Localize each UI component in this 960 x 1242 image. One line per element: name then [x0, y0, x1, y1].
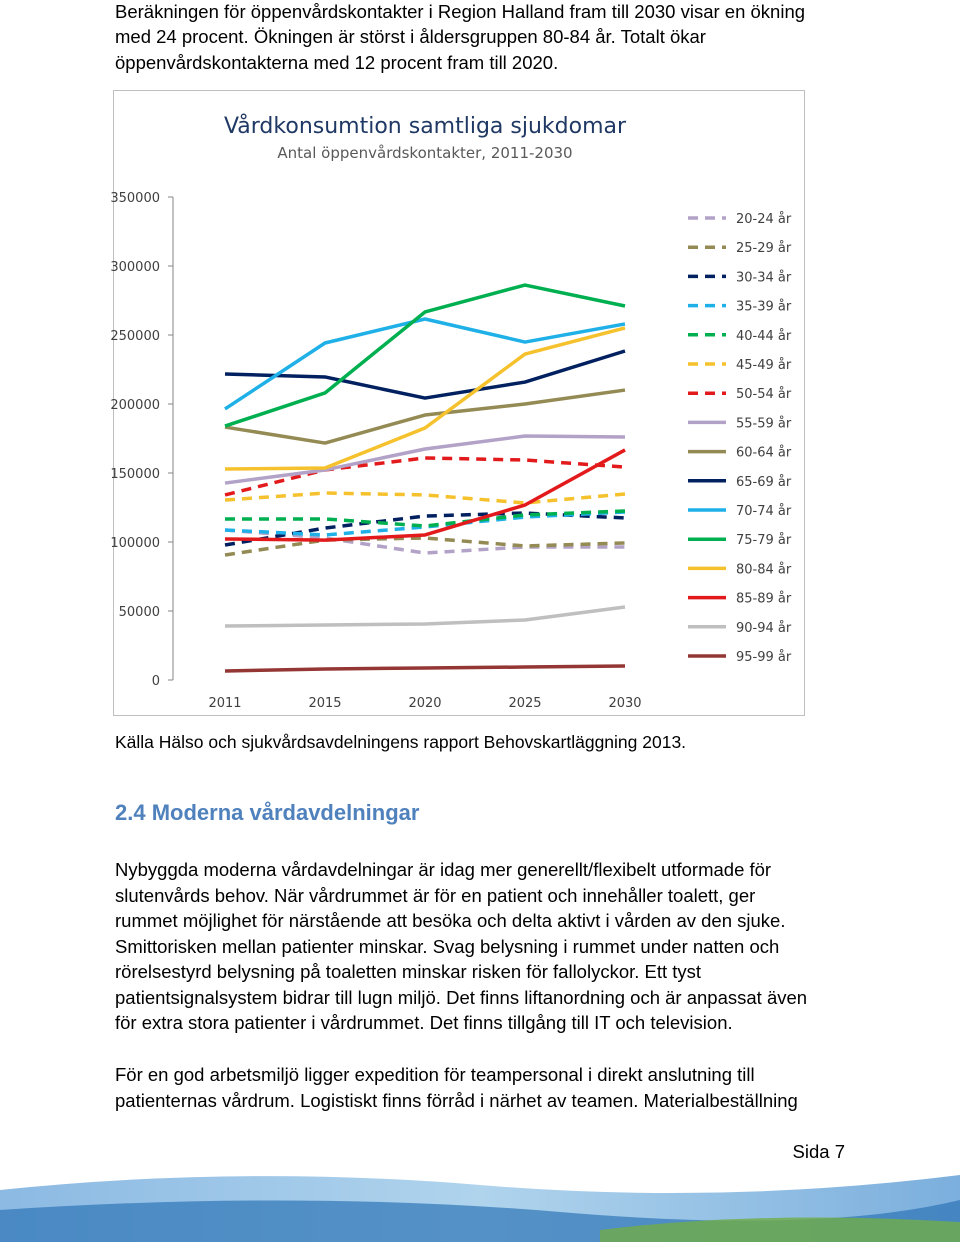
- y-tick-label: 300000: [110, 260, 160, 275]
- series-line: [224, 434, 626, 485]
- x-tick-label: 2015: [308, 696, 341, 711]
- chart-title: Vårdkonsumtion samtliga sjukdomar: [224, 113, 627, 139]
- legend-label: 20-24 år: [736, 212, 792, 227]
- chart-frame: [113, 90, 805, 716]
- text-line: Beräkningen för öppenvårdskontakter i Re…: [115, 1, 806, 22]
- series-line: [224, 491, 626, 505]
- series-line: [224, 326, 626, 471]
- y-tick-label: 0: [152, 674, 160, 689]
- text-line: rummet möjlighet för närstående att besö…: [115, 910, 786, 931]
- text-line: rörelsestyrd belysning på toaletten mins…: [115, 961, 702, 982]
- series-line: [224, 349, 626, 400]
- legend-label: 40-44 år: [736, 329, 792, 344]
- x-tick-label: 2011: [208, 696, 241, 711]
- legend-label: 85-89 år: [736, 592, 792, 607]
- y-tick-label: 150000: [110, 467, 160, 482]
- series-line: [224, 448, 626, 542]
- y-tick-label: 200000: [110, 398, 160, 413]
- legend-label: 25-29 år: [736, 241, 792, 256]
- legend-label: 95-99 år: [736, 650, 792, 665]
- x-tick-label: 2025: [508, 696, 541, 711]
- series-line: [224, 664, 626, 673]
- text-line: För en god arbetsmiljö ligger expedition…: [115, 1064, 755, 1085]
- x-tick-label: 2030: [608, 696, 641, 711]
- y-tick-label: 250000: [110, 329, 160, 344]
- legend-label: 90-94 år: [736, 621, 792, 636]
- legend-label: 45-49 år: [736, 358, 792, 373]
- legend-label: 50-54 år: [736, 387, 792, 402]
- section-heading: 2.4 Moderna vårdavdelningar: [115, 800, 420, 825]
- text-line: öppenvårdskontakterna med 12 procent fra…: [115, 51, 559, 73]
- legend-label: 80-84 år: [736, 562, 792, 577]
- text-line: för extra stora patienter i vårdrummet. …: [115, 1012, 733, 1033]
- series-line: [224, 388, 626, 445]
- y-tick-label: 50000: [119, 605, 160, 620]
- y-tick-label: 100000: [110, 536, 160, 551]
- legend-label: 55-59 år: [736, 416, 792, 431]
- text-line: patientsignalsystem bidrar till lugn mil…: [115, 986, 808, 1008]
- legend-label: 70-74 år: [736, 504, 792, 519]
- footer-wave: [0, 1175, 960, 1242]
- series-line: [224, 605, 626, 628]
- series-line: [224, 283, 626, 428]
- series-line: [225, 509, 626, 528]
- page-number: Sida 7: [792, 1141, 845, 1162]
- y-tick-label: 350000: [110, 191, 160, 206]
- text-line: Smittorisken mellan patienter minskar. S…: [115, 935, 780, 957]
- text-line: Källa Hälso och sjukvårdsavdelningens ra…: [115, 732, 687, 752]
- series-line: [224, 317, 626, 411]
- legend-label: 65-69 år: [736, 475, 792, 490]
- chart-subtitle: Antal öppenvårdskontakter, 2011-2030: [277, 144, 572, 162]
- text-line: med 24 procent. Ökningen är störst i åld…: [115, 26, 706, 48]
- legend-label: 60-64 år: [736, 446, 792, 461]
- series-line: [224, 456, 626, 497]
- legend-label: 35-39 år: [736, 300, 792, 315]
- x-tick-label: 2020: [408, 696, 441, 711]
- legend-label: 30-34 år: [736, 270, 792, 285]
- legend-label: 75-79 år: [736, 533, 792, 548]
- series-line: [224, 510, 626, 537]
- text-line: Nybyggda moderna vårdavdelningar är idag…: [115, 859, 772, 880]
- text-line: slutenvårds behov. När vårdrummet är för…: [115, 884, 756, 906]
- text-line: patienternas vårdrum. Logistiskt finns f…: [115, 1089, 798, 1111]
